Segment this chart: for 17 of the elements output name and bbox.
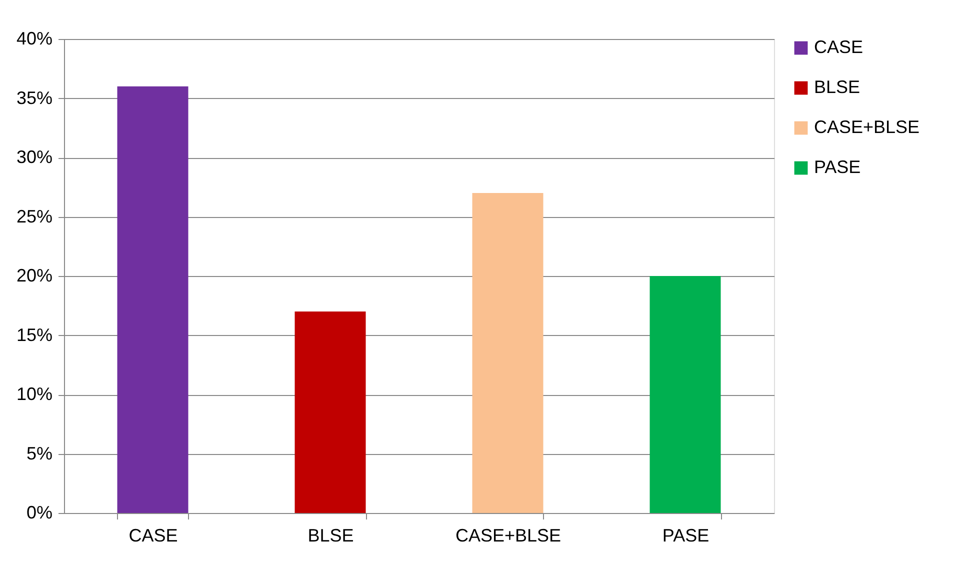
y-tick-label: 15%	[16, 324, 52, 345]
legend-label: PASE	[814, 157, 861, 177]
legend-label: CASE+BLSE	[814, 117, 920, 137]
y-tick-label: 20%	[16, 266, 52, 286]
y-tick-label: 0%	[26, 502, 52, 522]
y-tick-label: 35%	[16, 88, 52, 108]
x-tick-label: BLSE	[308, 526, 354, 546]
x-tick-label: CASE	[128, 526, 178, 546]
y-tick-label: 30%	[16, 147, 52, 167]
x-tick-label: CASE+BLSE	[455, 526, 562, 546]
legend-label: BLSE	[814, 77, 860, 97]
x-tick-label: PASE	[662, 526, 710, 546]
y-tick-label: 25%	[16, 206, 52, 226]
y-tick-label: 10%	[16, 384, 52, 404]
y-tick-label: 40%	[16, 28, 52, 48]
legend-label: CASE	[814, 37, 864, 57]
y-tick-label: 5%	[26, 443, 52, 464]
